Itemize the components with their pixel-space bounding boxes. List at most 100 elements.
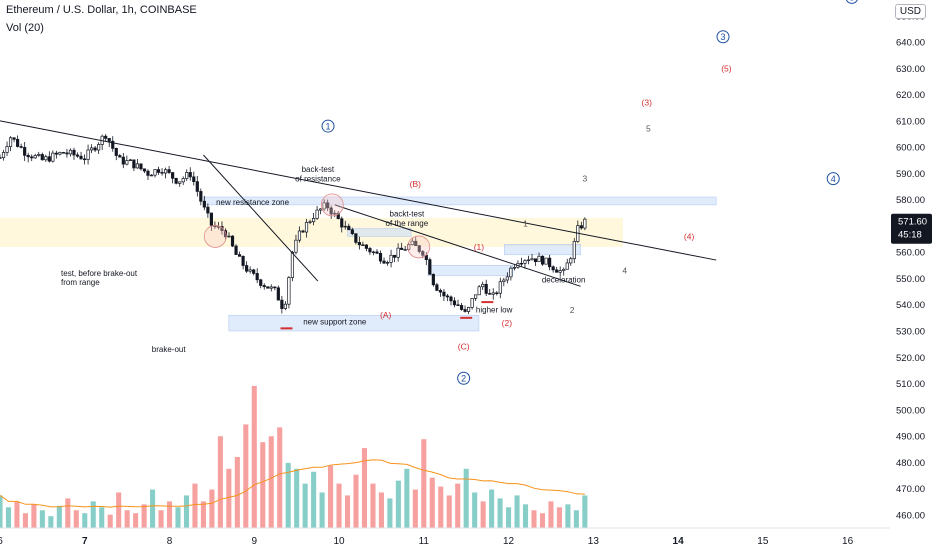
trendline-2	[334, 204, 581, 287]
candle-body	[65, 152, 69, 155]
candle-body	[167, 169, 171, 173]
candle-body	[156, 169, 161, 173]
candle-body	[467, 307, 471, 312]
volume-bar	[361, 448, 368, 528]
volume-bar	[294, 468, 300, 528]
volume-bar	[107, 514, 113, 528]
volume-bar	[438, 486, 444, 528]
price-tick-label: 600.00	[896, 143, 925, 154]
time-tick-label: 10	[333, 536, 345, 547]
candle-body	[245, 265, 249, 272]
candle-body	[523, 260, 527, 264]
candle-body	[61, 152, 66, 154]
wave-label-minor: 1	[523, 218, 528, 228]
countdown-value: 45:18	[898, 230, 922, 241]
candle-body	[139, 163, 143, 170]
candle-body	[505, 276, 509, 281]
time-tick-label: 9	[252, 536, 258, 547]
candle-body	[512, 266, 516, 269]
volume-bar	[539, 513, 546, 528]
candle-body	[107, 138, 111, 142]
candle-body	[385, 261, 390, 264]
volume-bar	[285, 462, 291, 528]
candle-body	[0, 157, 2, 159]
markers-layer	[203, 193, 494, 330]
wave-label-primary: 1	[326, 121, 331, 131]
currency-badge[interactable]: USD	[894, 4, 926, 19]
volume-bar	[124, 510, 130, 528]
candle-body	[551, 266, 555, 271]
candle-body	[273, 286, 277, 289]
wave-circle	[845, 0, 858, 4]
candle-body	[259, 279, 263, 286]
wave-label-minor: 3	[582, 174, 587, 184]
candle-body	[322, 202, 326, 210]
candle-body	[558, 270, 562, 273]
candle-body	[502, 279, 506, 283]
candle-body	[301, 230, 305, 233]
candle-body	[114, 148, 118, 156]
candle-body	[79, 155, 83, 160]
candle-body	[192, 176, 196, 182]
volume-bar	[531, 510, 537, 528]
time-tick-label: 8	[167, 536, 173, 547]
volume-bar	[429, 477, 435, 528]
current-price-tag	[891, 213, 932, 244]
volume-bar	[133, 513, 139, 528]
annotation-label: backt-test	[390, 210, 425, 219]
candle-body	[195, 181, 199, 192]
candle-body	[572, 241, 576, 260]
time-tick-label: 15	[757, 536, 769, 547]
candle-body	[315, 209, 319, 219]
candle-body	[237, 254, 242, 257]
candle-body	[562, 268, 566, 271]
volume-bar	[209, 489, 215, 528]
candle-body	[132, 159, 136, 169]
volume-bar	[234, 456, 240, 528]
price-tick-label: 530.00	[896, 326, 925, 337]
volume-ma-line	[0, 459, 585, 508]
candle-body	[290, 251, 295, 278]
zone-1	[228, 314, 480, 332]
volume-bar	[370, 483, 376, 528]
candle-body	[181, 178, 185, 183]
volume-bar	[22, 513, 28, 528]
volume-bar	[455, 483, 461, 528]
candle-body	[276, 287, 280, 301]
candle-body	[533, 258, 538, 263]
candle-body	[361, 244, 365, 246]
candle-body	[417, 245, 421, 252]
candle-body	[311, 217, 316, 223]
price-tick-label: 490.00	[896, 432, 925, 443]
volume-bar	[378, 492, 384, 528]
candle-body	[488, 293, 492, 295]
candle-body	[54, 152, 58, 155]
candle-body	[389, 254, 393, 263]
candle-body	[40, 154, 44, 161]
volume-indicator-label[interactable]: Vol (20)	[6, 22, 44, 34]
time-tick-label: 12	[503, 536, 515, 547]
wave-label-intermediate: (C)	[458, 342, 470, 352]
volume-layer	[0, 385, 588, 528]
volume-bar	[14, 501, 20, 528]
candle-body	[230, 235, 235, 247]
volume-bar	[311, 471, 317, 528]
wave-label-intermediate: (1)	[474, 242, 485, 252]
candle-body	[19, 146, 23, 148]
volume-bar	[463, 468, 469, 528]
volume-bar	[268, 436, 274, 528]
candle-body	[262, 285, 266, 288]
wave-label-primary: 4	[831, 174, 836, 184]
volume-bar	[39, 510, 45, 528]
candle-body	[97, 144, 101, 151]
candle-body	[548, 257, 552, 268]
candle-body	[565, 262, 569, 270]
candle-body	[202, 200, 206, 208]
candle-body	[319, 208, 323, 211]
annotation-label: of resistance	[295, 174, 341, 183]
wave-labels-layer: 1 2 3 4 5 (A) (B) (C) (1) (2) (3) (4) (5) 1 2 3 4 5	[321, 0, 858, 385]
candle-body	[146, 170, 150, 176]
candle-body	[481, 283, 485, 288]
highlight-circle	[203, 225, 227, 248]
